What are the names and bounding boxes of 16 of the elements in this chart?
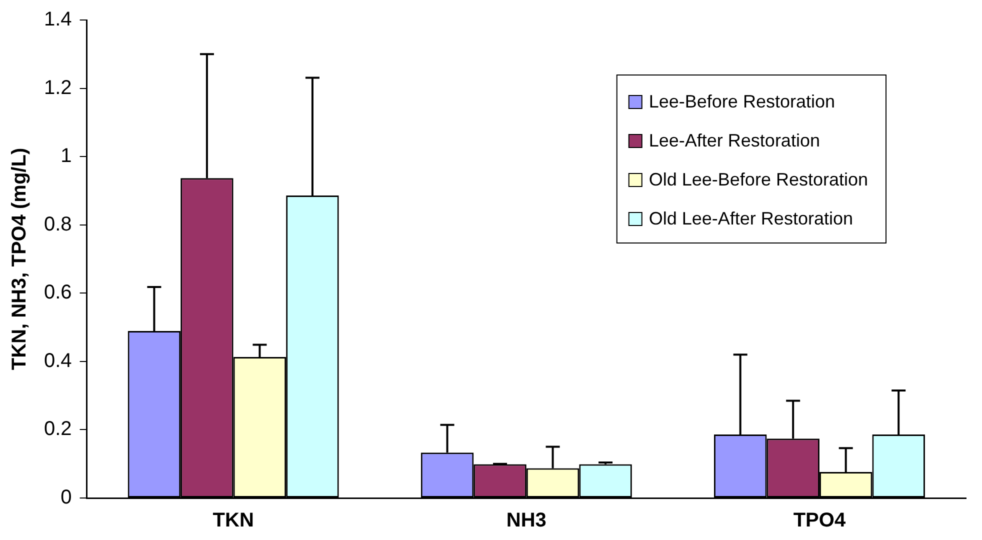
legend-label: Lee-After Restoration (648, 130, 820, 150)
y-tick-label: 0.4 (44, 350, 72, 372)
x-tick-label: NH3 (506, 510, 546, 532)
y-tick-label: 1.4 (44, 8, 72, 31)
y-tick-label: 1.2 (44, 76, 72, 99)
y-tick-label: 1 (60, 145, 72, 168)
y-tick-label: 0.2 (44, 418, 72, 440)
x-tick-label: TKN (212, 510, 254, 532)
y-tick-label: 0 (60, 486, 72, 509)
y-tick-label: 0.8 (44, 213, 72, 236)
y-axis-title: TKN, NH3, TPO4 (mg/L) (8, 148, 31, 370)
y-tick-label: 0.6 (44, 282, 72, 304)
legend-label: Old Lee-Before Restoration (648, 169, 868, 190)
legend-label: Old Lee-After Restoration (648, 208, 853, 228)
legend-label: Lee-Before Restoration (648, 91, 835, 112)
x-tick-label: TPO4 (793, 510, 846, 532)
